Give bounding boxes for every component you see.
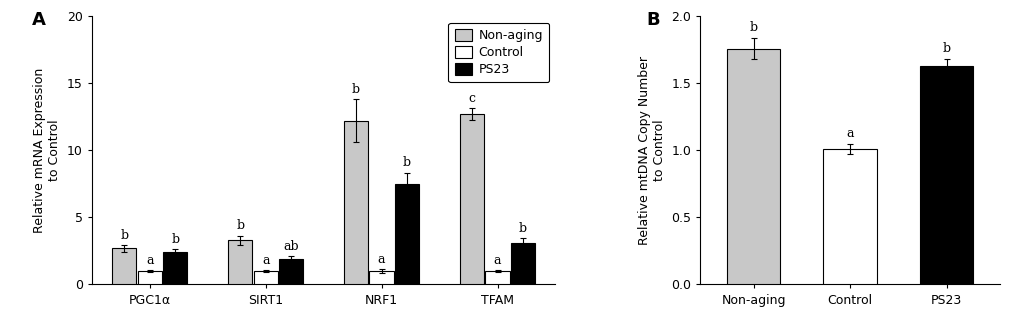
Bar (279, 259, 303, 284)
Text: b: b (519, 222, 527, 235)
Text: b: b (120, 229, 128, 242)
Bar (369, 271, 393, 284)
Bar (919, 66, 972, 284)
Text: b: b (352, 83, 360, 96)
Text: a: a (146, 254, 154, 267)
Bar (822, 149, 875, 284)
Y-axis label: Relative mtDNA Copy Number
to Control: Relative mtDNA Copy Number to Control (637, 56, 665, 245)
Legend: Non-aging, Control, PS23: Non-aging, Control, PS23 (448, 23, 548, 82)
Bar (485, 271, 510, 284)
Text: ab: ab (283, 240, 299, 253)
Bar (511, 243, 535, 284)
Bar (460, 114, 484, 284)
Bar (394, 184, 419, 284)
Bar (727, 48, 780, 284)
Text: b: b (171, 232, 179, 246)
Bar (254, 271, 277, 284)
Text: a: a (493, 254, 500, 267)
Text: b: b (749, 22, 757, 34)
Text: c: c (468, 92, 475, 105)
Text: a: a (377, 253, 385, 266)
Y-axis label: Relative mRNA Expression
to Control: Relative mRNA Expression to Control (34, 68, 61, 233)
Bar (138, 271, 162, 284)
Text: B: B (646, 11, 659, 29)
Text: b: b (942, 42, 950, 55)
Text: a: a (262, 254, 269, 267)
Bar (228, 240, 252, 284)
Text: b: b (403, 156, 411, 169)
Text: A: A (32, 11, 46, 29)
Bar (343, 121, 368, 284)
Bar (163, 252, 187, 284)
Bar (112, 248, 137, 284)
Text: a: a (846, 127, 853, 140)
Text: b: b (235, 219, 244, 232)
